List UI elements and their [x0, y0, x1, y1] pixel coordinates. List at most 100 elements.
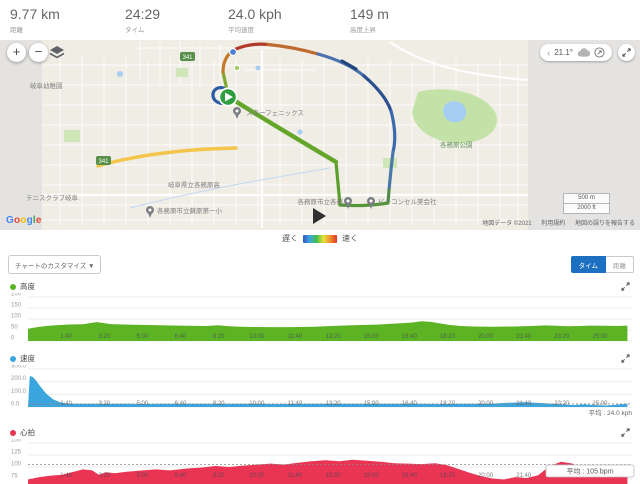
map-zoom-in-button[interactable]: + — [7, 43, 26, 62]
svg-text:5:00: 5:00 — [137, 473, 149, 479]
map-zoom-out-button[interactable]: − — [29, 43, 48, 62]
svg-text:8:20: 8:20 — [213, 473, 225, 479]
svg-text:3:20: 3:20 — [98, 473, 110, 479]
tab-time[interactable]: タイム — [570, 256, 606, 273]
stat-label: 平均速度 — [228, 27, 254, 34]
series-area — [28, 459, 628, 484]
svg-text:16:40: 16:40 — [402, 334, 418, 340]
svg-text:13:20: 13:20 — [326, 334, 342, 340]
map-expand-button[interactable] — [618, 44, 635, 61]
weather-widget[interactable]: ‹ 21.1° — [540, 44, 612, 61]
stat-value: 24:29 — [125, 6, 161, 22]
chart-controls: チャートのカスタマイズ ▼ タイム 距離 — [0, 253, 640, 277]
map-attribution: 地図データ ©2021 利用規約 地図の誤りを報告する — [474, 218, 635, 227]
svg-text:11:40: 11:40 — [288, 334, 303, 340]
svg-text:5:00: 5:00 — [137, 401, 149, 407]
attribution-data: 地図データ ©2021 — [482, 221, 532, 227]
water-areas — [117, 65, 467, 135]
tab-distance[interactable]: 距離 — [606, 256, 634, 273]
stat-value: 24.0 kph — [228, 6, 282, 22]
svg-text:75: 75 — [11, 474, 18, 480]
svg-text:1:40: 1:40 — [60, 401, 72, 407]
stat-label: 高度上昇 — [350, 27, 376, 34]
weather-collapse-arrow[interactable]: ‹ — [547, 47, 551, 58]
svg-text:10:00: 10:00 — [249, 473, 265, 479]
google-logo: Google — [6, 215, 42, 226]
map-scale: 500 m 2000 ft — [563, 193, 610, 214]
stat-elevation-gain: 149 m 高度上昇 — [350, 6, 460, 34]
attribution-report-link[interactable]: 地図の誤りを報告する — [574, 221, 635, 227]
svg-text:11:40: 11:40 — [288, 473, 303, 479]
heart-rate-chart-plot[interactable]: 150 125 100 75 1:40 3:20 5:00 6:40 8:20 10:00 11:4… — [0, 439, 640, 484]
svg-text:341: 341 — [98, 159, 109, 165]
elevation-chart-plot[interactable]: 200 150 100 50 0 1:40 3:20 5:00 6:40 8:20 10:00 11:… — [0, 293, 640, 345]
svg-text:1:40: 1:40 — [60, 473, 72, 479]
highway-road — [96, 146, 238, 168]
expand-chart-icon[interactable] — [621, 282, 630, 291]
svg-text:300.0: 300.0 — [11, 365, 27, 370]
route-polyline — [211, 42, 397, 208]
svg-text:150: 150 — [11, 303, 22, 309]
svg-text:20:00: 20:00 — [478, 334, 494, 340]
speed-chart-section: 速度 300.0 200.0 100.0 0.0 1:40 3:20 5:00 6:40 8:2… — [0, 352, 640, 419]
map-place-label: 岐阜県立各務原高 — [168, 180, 221, 189]
series-area — [28, 321, 628, 341]
map-place-label: ビーコンセル美会社 — [378, 197, 437, 206]
speed-chart-title: 速度 — [20, 354, 35, 363]
svg-text:11:40: 11:40 — [288, 401, 303, 407]
map-place-label: 各務原市立各務 — [298, 197, 344, 206]
course-point-marker — [228, 47, 238, 57]
stat-avg-speed: 24.0 kph 平均速度 — [228, 6, 350, 34]
wind-direction-icon — [594, 47, 605, 58]
map-layers-icon[interactable] — [48, 45, 66, 61]
svg-text:15:00: 15:00 — [364, 401, 380, 407]
elevation-chart-section: 高度 200 150 100 50 0 1:40 3:20 5:00 6:40 8:20 10:00… — [0, 280, 640, 345]
svg-text:100: 100 — [11, 462, 22, 468]
svg-text:200.0: 200.0 — [11, 376, 27, 382]
map-place-label: 岐阜幼稚園 — [30, 81, 63, 90]
svg-text:1:40: 1:40 — [60, 334, 72, 340]
svg-text:6:40: 6:40 — [175, 334, 187, 340]
svg-text:0: 0 — [11, 336, 15, 342]
elevation-chart-header: 高度 — [0, 280, 640, 293]
route-shield: 341 341 — [96, 52, 195, 165]
svg-text:100: 100 — [11, 314, 22, 320]
svg-text:8:20: 8:20 — [213, 334, 225, 340]
heart-rate-chart-title: 心拍 — [20, 428, 35, 437]
svg-text:100.0: 100.0 — [11, 389, 27, 395]
series-area — [28, 376, 628, 407]
svg-text:10:00: 10:00 — [249, 334, 265, 340]
map-canvas: 341 341 — [0, 40, 640, 230]
legend-fast-label: 速く — [342, 234, 358, 243]
heart-rate-chart-section: 心拍 150 125 100 75 1:40 3:20 5:00 6:40 8:20 10:00 1… — [0, 426, 640, 484]
axis-mode-tabs: タイム 距離 — [570, 256, 634, 273]
map-streets — [42, 42, 528, 225]
weather-temperature: 21.1° — [554, 48, 573, 57]
svg-text:20:00: 20:00 — [478, 473, 494, 479]
scale-imperial: 2000 ft — [563, 204, 610, 214]
svg-text:6:40: 6:40 — [175, 473, 187, 479]
map-play-button[interactable] — [313, 208, 326, 224]
map-place-label: テニスクラブ岐阜 — [26, 193, 79, 202]
svg-text:125: 125 — [11, 450, 22, 456]
route-map[interactable]: 341 341 — [0, 40, 640, 230]
expand-chart-icon[interactable] — [621, 428, 630, 437]
cloud-icon — [577, 48, 590, 57]
heart-rate-series-dot — [10, 429, 16, 436]
svg-text:18:20: 18:20 — [440, 334, 456, 340]
stat-value: 9.77 km — [10, 6, 60, 22]
svg-text:50: 50 — [11, 325, 18, 331]
svg-text:23:20: 23:20 — [554, 334, 570, 340]
course-point-marker — [233, 64, 241, 72]
river — [129, 167, 331, 209]
svg-text:25:00: 25:00 — [592, 334, 608, 340]
legend-slow-label: 遅く — [282, 234, 298, 243]
stat-time: 24:29 タイム — [125, 6, 228, 34]
customize-charts-button[interactable]: チャートのカスタマイズ ▼ — [8, 255, 102, 274]
svg-text:5:00: 5:00 — [137, 334, 149, 340]
expand-chart-icon[interactable] — [621, 354, 630, 363]
attribution-terms-link[interactable]: 利用規約 — [541, 221, 566, 227]
